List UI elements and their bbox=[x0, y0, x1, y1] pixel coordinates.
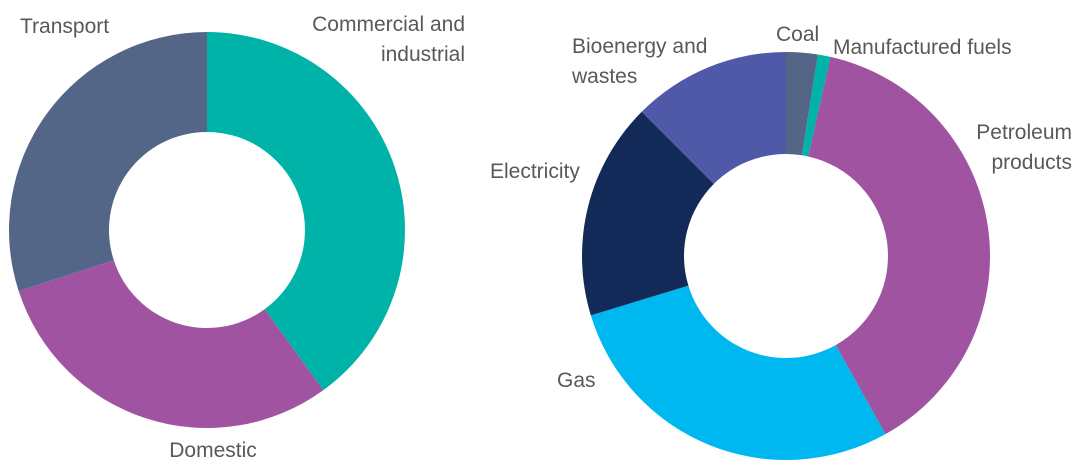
donut-segment bbox=[641, 51, 786, 184]
donut-segment bbox=[801, 54, 831, 157]
segment-label: Domestic bbox=[169, 439, 257, 461]
segment-label: Commercial and industrial bbox=[312, 13, 465, 66]
donut-segment bbox=[582, 111, 714, 316]
segment-label: Bioenergy and wastes bbox=[572, 35, 708, 88]
donut-segment bbox=[8, 32, 207, 292]
segment-label: Petroleum products bbox=[976, 121, 1072, 174]
donut-segment bbox=[590, 285, 886, 460]
donut-segment bbox=[808, 56, 991, 435]
donut-segment bbox=[18, 260, 324, 428]
donut-segment bbox=[786, 52, 818, 156]
segment-label: Coal bbox=[776, 23, 820, 46]
segment-label: Gas bbox=[557, 369, 596, 392]
donut-segment bbox=[207, 32, 405, 391]
segment-label: Manufactured fuels bbox=[833, 36, 1012, 59]
segment-label: Electricity bbox=[490, 160, 580, 183]
segment-label: Transport bbox=[20, 15, 110, 38]
